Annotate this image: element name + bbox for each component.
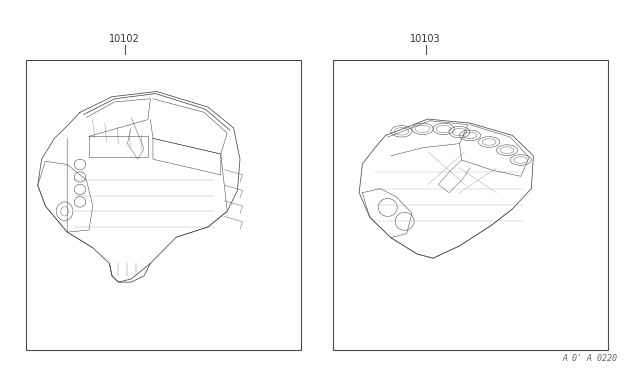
Bar bbox=[26, 60, 301, 350]
Text: 10102: 10102 bbox=[109, 34, 140, 44]
Text: A 0' A 0220: A 0' A 0220 bbox=[563, 354, 618, 363]
Text: 10103: 10103 bbox=[410, 34, 441, 44]
Bar bbox=[333, 60, 608, 350]
